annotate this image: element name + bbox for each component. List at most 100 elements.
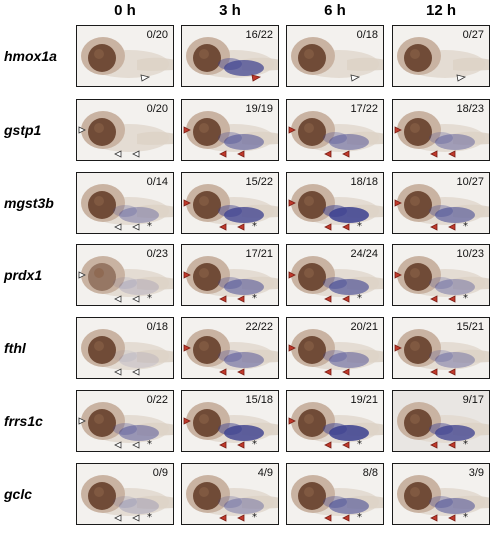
embryo-count: 0/18 xyxy=(356,29,378,41)
embryo-image xyxy=(393,391,489,451)
arrowhead-icon xyxy=(114,441,122,449)
arrowhead-icon xyxy=(183,126,191,134)
star-marker: * xyxy=(357,221,362,232)
arrowhead-icon xyxy=(324,295,332,303)
embryo-panel: 18/23 xyxy=(392,99,490,161)
embryo-image xyxy=(393,173,489,233)
embryo-count: 3/9 xyxy=(468,467,484,479)
embryo-count: 0/27 xyxy=(462,29,484,41)
arrowhead-icon xyxy=(324,441,332,449)
arrowhead-icon xyxy=(288,417,296,425)
embryo-image xyxy=(393,464,489,524)
arrowhead-icon xyxy=(114,368,122,376)
arrowhead-icon xyxy=(394,199,402,207)
star-marker: * xyxy=(147,221,152,232)
embryo-image xyxy=(287,100,383,160)
arrowhead-icon xyxy=(430,514,438,522)
gene-label: gstp1 xyxy=(4,122,42,138)
embryo-panel: 20/21 xyxy=(286,317,384,379)
arrowhead-icon xyxy=(140,74,151,82)
column-header-0: 0 h xyxy=(114,2,136,19)
embryo-image xyxy=(182,173,278,233)
embryo-count: 10/23 xyxy=(456,248,484,260)
arrowhead-icon xyxy=(394,126,402,134)
embryo-image xyxy=(182,464,278,524)
embryo-image xyxy=(77,245,173,305)
star-marker: * xyxy=(252,512,257,523)
embryo-count: 4/9 xyxy=(257,467,273,479)
embryo-count: 0/14 xyxy=(146,176,168,188)
arrowhead-icon xyxy=(183,344,191,352)
arrowhead-icon xyxy=(456,74,467,82)
embryo-count: 0/22 xyxy=(146,394,168,406)
embryo-count: 22/22 xyxy=(245,321,273,333)
arrowhead-icon xyxy=(219,295,227,303)
arrowhead-icon xyxy=(394,344,402,352)
arrowhead-icon xyxy=(448,223,456,231)
embryo-panel: 0/23 * xyxy=(76,244,174,306)
embryo-image xyxy=(182,26,278,86)
embryo-panel: 8/8 * xyxy=(286,463,384,525)
arrowhead-icon xyxy=(342,295,350,303)
arrowhead-icon xyxy=(448,441,456,449)
embryo-count: 17/22 xyxy=(350,103,378,115)
embryo-panel: 0/18 xyxy=(286,25,384,87)
arrowhead-icon xyxy=(448,295,456,303)
embryo-image xyxy=(287,318,383,378)
embryo-count: 8/8 xyxy=(362,467,378,479)
embryo-panel: 22/22 xyxy=(181,317,279,379)
embryo-image xyxy=(77,100,173,160)
embryo-image xyxy=(393,245,489,305)
embryo-panel: 0/20 xyxy=(76,25,174,87)
embryo-count: 15/21 xyxy=(456,321,484,333)
arrowhead-icon xyxy=(114,514,122,522)
embryo-image xyxy=(393,318,489,378)
arrowhead-icon xyxy=(114,295,122,303)
embryo-panel: 9/17 * xyxy=(392,390,490,452)
column-header-2: 6 h xyxy=(324,2,346,19)
arrowhead-icon xyxy=(132,295,140,303)
arrowhead-icon xyxy=(430,295,438,303)
arrowhead-icon xyxy=(132,514,140,522)
gene-label: frrs1c xyxy=(4,413,43,429)
embryo-image xyxy=(77,391,173,451)
embryo-image xyxy=(182,100,278,160)
embryo-image xyxy=(77,318,173,378)
arrowhead-icon xyxy=(78,271,86,279)
arrowhead-icon xyxy=(114,150,122,158)
embryo-panel: 0/27 xyxy=(392,25,490,87)
arrowhead-icon xyxy=(430,441,438,449)
embryo-count: 0/20 xyxy=(146,29,168,41)
star-marker: * xyxy=(147,293,152,304)
arrowhead-icon xyxy=(288,199,296,207)
embryo-count: 17/21 xyxy=(245,248,273,260)
arrowhead-icon xyxy=(183,199,191,207)
embryo-count: 0/9 xyxy=(152,467,168,479)
arrowhead-icon xyxy=(219,368,227,376)
arrowhead-icon xyxy=(448,150,456,158)
arrowhead-icon xyxy=(132,223,140,231)
embryo-count: 9/17 xyxy=(462,394,484,406)
arrowhead-icon xyxy=(350,74,361,82)
gene-label: mgst3b xyxy=(4,195,54,211)
embryo-count: 15/22 xyxy=(245,176,273,188)
column-header-1: 3 h xyxy=(219,2,241,19)
embryo-panel: 10/27 * xyxy=(392,172,490,234)
star-marker: * xyxy=(463,512,468,523)
gene-label: fthl xyxy=(4,340,26,356)
embryo-count: 16/22 xyxy=(245,29,273,41)
arrowhead-icon xyxy=(114,223,122,231)
arrowhead-icon xyxy=(342,441,350,449)
embryo-panel: 0/20 xyxy=(76,99,174,161)
star-marker: * xyxy=(252,221,257,232)
embryo-image xyxy=(77,464,173,524)
arrowhead-icon xyxy=(237,295,245,303)
arrowhead-icon xyxy=(78,417,86,425)
arrowhead-icon xyxy=(394,271,402,279)
embryo-image xyxy=(393,100,489,160)
embryo-panel: 0/18 xyxy=(76,317,174,379)
arrowhead-icon xyxy=(132,441,140,449)
arrowhead-icon xyxy=(430,368,438,376)
arrowhead-icon xyxy=(219,441,227,449)
arrowhead-icon xyxy=(132,368,140,376)
